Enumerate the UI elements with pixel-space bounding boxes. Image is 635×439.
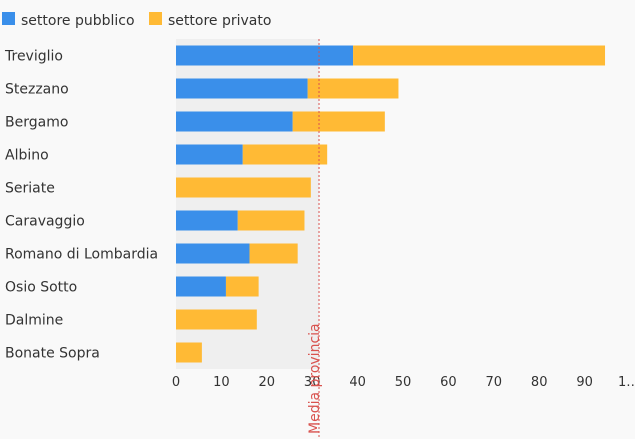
bars [176, 45, 606, 363]
x-tick-label: 40 [349, 375, 366, 390]
reference-line-label: Media provincia [307, 323, 323, 434]
category-label: Dalmine [5, 313, 63, 329]
bar-public-4 [176, 144, 243, 165]
x-tick-label: 50 [395, 375, 412, 390]
bar-private-5 [176, 177, 311, 198]
x-tick-label: 70 [486, 375, 503, 390]
legend-label-private: settore privato [168, 13, 271, 29]
category-label: Bergamo [5, 115, 68, 131]
bar-public-8 [176, 276, 226, 297]
bar-private-7 [249, 243, 298, 264]
bar-private-6 [237, 210, 305, 231]
category-labels: Treviglio Stezzano Bergamo Albino Seriate Car… [4, 49, 158, 362]
bar-private-2 [307, 78, 399, 99]
x-tick-label: 20 [259, 375, 276, 390]
bar-public-3 [176, 111, 293, 132]
category-label: Romano di Lombardia [5, 247, 158, 263]
x-tick-label: 0 [172, 375, 180, 390]
x-tick-label: 60 [440, 375, 457, 390]
bar-private-8 [225, 276, 259, 297]
bar-public-6 [176, 210, 238, 231]
category-label: Albino [5, 148, 49, 164]
x-tick-label: 80 [531, 375, 548, 390]
category-label: Stezzano [5, 82, 69, 98]
bar-public-1 [176, 45, 354, 66]
bar-public-7 [176, 243, 250, 264]
category-label: Caravaggio [5, 214, 85, 230]
bar-public-2 [176, 78, 308, 99]
bar-private-1 [353, 45, 606, 66]
category-label: Osio Sotto [5, 280, 77, 296]
bar-private-10 [176, 342, 202, 363]
category-label: Bonate Sopra [5, 346, 100, 362]
legend-swatch-private [149, 12, 162, 25]
bar-private-4 [242, 144, 328, 165]
category-label: Seriate [5, 181, 55, 197]
bar-private-3 [292, 111, 385, 132]
x-axis-ticks: 0 10 20 30 40 50 60 70 80 90 1… [172, 375, 635, 390]
legend: settore pubblico settore privato [2, 12, 271, 29]
x-tick-label: 90 [576, 375, 593, 390]
legend-swatch-public [2, 12, 15, 25]
legend-label-public: settore pubblico [21, 13, 135, 29]
x-tick-label: 30 [304, 375, 321, 390]
category-label: Treviglio [4, 49, 63, 65]
x-tick-label: 1… [618, 375, 635, 390]
bar-private-9 [176, 309, 257, 330]
x-tick-label: 10 [213, 375, 230, 390]
